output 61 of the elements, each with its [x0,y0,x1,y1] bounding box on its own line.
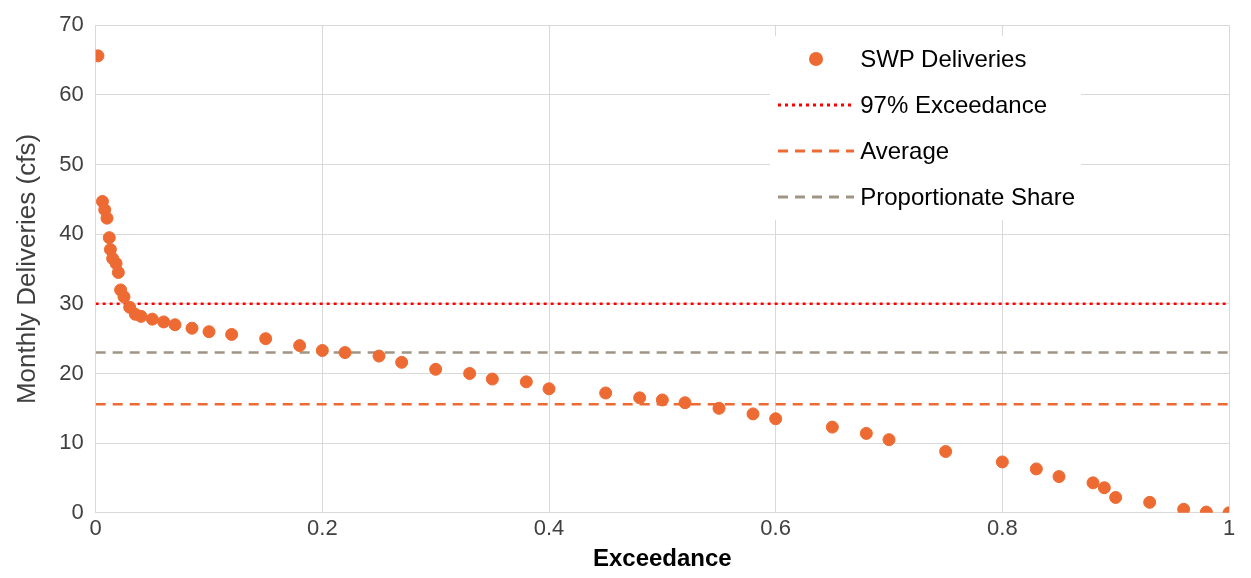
legend-label: Proportionate Share [860,182,1075,212]
y-tick-label: 50 [59,150,84,176]
x-tick-label: 0.4 [533,515,565,541]
point [117,290,131,304]
point [185,321,199,335]
point [939,445,953,458]
point [315,344,329,357]
legend-label: Average [860,136,950,166]
point [202,325,216,339]
point [225,327,239,341]
point [746,407,760,421]
point [599,386,613,400]
point [338,346,352,360]
point [259,332,273,346]
x-tick-label: 0.8 [987,515,1018,541]
point [1029,462,1043,476]
y-tick-label: 20 [59,359,84,385]
point [293,339,307,353]
point [100,211,114,225]
point [485,372,499,386]
y-tick-label: 70 [59,11,84,37]
point [429,362,443,376]
point [372,349,386,363]
point [157,315,171,329]
point [633,391,647,405]
point [519,375,533,389]
x-tick-label: 1 [1222,515,1236,541]
point [995,455,1009,469]
y-tick-label: 30 [59,289,84,315]
point [1086,476,1100,490]
y-tick-label: 10 [59,429,84,455]
point [168,318,182,332]
point [1177,502,1191,513]
point [542,382,556,396]
x-tick-label: 0.2 [307,515,338,541]
point [1109,490,1123,504]
point [134,309,148,323]
legend-label: SWP Deliveries [860,44,1027,74]
y-tick-label: 60 [59,80,84,106]
point [712,401,726,415]
y-axis-title: Monthly Deliveries (cfs) [10,133,41,405]
y-tick-label: 0 [71,498,84,524]
point [1097,481,1111,495]
point [463,366,477,380]
point [111,265,125,279]
x-tick-label: 0.6 [760,515,791,541]
point [825,420,839,434]
point [1143,495,1157,509]
y-tick-label: 40 [59,220,84,246]
point [145,312,159,326]
point [102,231,116,245]
point [395,355,409,369]
point [859,426,873,440]
point [655,393,669,407]
point [882,433,896,447]
point [678,396,692,410]
point [1052,470,1066,484]
point [769,412,783,426]
x-tick-label: 0 [89,515,102,541]
legend-label: 97% Exceedance [860,90,1047,120]
x-axis-title: Exceedance [592,544,732,572]
